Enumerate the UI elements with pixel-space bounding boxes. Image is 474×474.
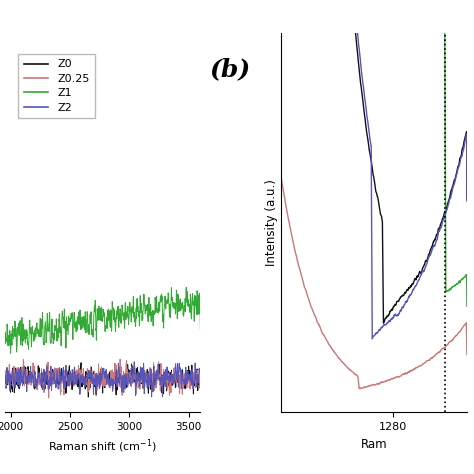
Z0.25: [46, 395, 52, 401]
X-axis label: Ram: Ram: [360, 438, 387, 451]
Z0.25: [53, 374, 59, 379]
Z0: [53, 369, 58, 375]
Z2: [150, 386, 155, 392]
Z1: [183, 284, 189, 290]
Z0.25: [2, 378, 8, 384]
Z0: [78, 360, 84, 365]
Z0.25: [117, 356, 123, 362]
Z1: [198, 327, 203, 332]
Line: Z1: Z1: [5, 287, 201, 353]
Line: Z2: Z2: [5, 362, 201, 397]
Z2: [171, 379, 177, 385]
Y-axis label: Intensity (a.u.): Intensity (a.u.): [265, 179, 278, 266]
Z2: [2, 377, 8, 383]
Z1: [23, 336, 29, 341]
X-axis label: Raman shift (cm$^{-1}$): Raman shift (cm$^{-1}$): [48, 438, 157, 455]
Z2: [141, 391, 147, 397]
Z2: [23, 374, 29, 379]
Z1: [149, 310, 155, 315]
Text: (b): (b): [209, 57, 251, 81]
Z1: [8, 350, 13, 356]
Z1: [86, 322, 91, 328]
Z0.25: [142, 377, 147, 383]
Z2: [131, 359, 137, 365]
Z0: [85, 394, 91, 400]
Z2: [149, 394, 155, 400]
Z0: [142, 379, 147, 384]
Z0.25: [150, 379, 155, 385]
Z0: [171, 371, 177, 377]
Z0: [150, 376, 155, 382]
Z0.25: [23, 381, 29, 387]
Z0: [198, 371, 203, 376]
Legend: Z0, Z0.25, Z1, Z2: Z0, Z0.25, Z1, Z2: [18, 54, 95, 118]
Line: Z0.25: Z0.25: [5, 359, 201, 398]
Z1: [141, 295, 147, 301]
Z2: [198, 370, 203, 376]
Z0.25: [171, 370, 177, 376]
Z1: [2, 337, 8, 343]
Z0: [2, 371, 8, 376]
Line: Z0: Z0: [5, 363, 201, 397]
Z1: [53, 324, 59, 329]
Z0: [86, 381, 91, 387]
Z0.25: [86, 389, 91, 395]
Z0.25: [198, 377, 203, 383]
Z1: [171, 305, 177, 311]
Z2: [85, 372, 91, 378]
Z0: [23, 375, 29, 381]
Z2: [53, 384, 58, 390]
